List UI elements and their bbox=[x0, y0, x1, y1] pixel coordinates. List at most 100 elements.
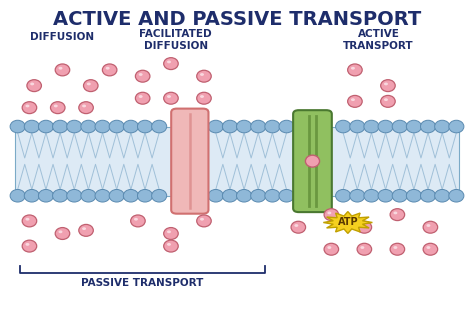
Ellipse shape bbox=[381, 95, 395, 107]
Ellipse shape bbox=[384, 98, 388, 101]
Ellipse shape bbox=[87, 82, 91, 85]
Ellipse shape bbox=[197, 92, 211, 104]
Ellipse shape bbox=[131, 215, 145, 227]
Ellipse shape bbox=[406, 120, 421, 133]
Ellipse shape bbox=[24, 190, 39, 202]
Text: ACTIVE AND PASSIVE TRANSPORT: ACTIVE AND PASSIVE TRANSPORT bbox=[53, 10, 421, 29]
Ellipse shape bbox=[420, 190, 436, 202]
Ellipse shape bbox=[291, 221, 306, 233]
Ellipse shape bbox=[167, 95, 171, 98]
Ellipse shape bbox=[251, 120, 266, 133]
Ellipse shape bbox=[435, 190, 450, 202]
Ellipse shape bbox=[38, 120, 54, 133]
Ellipse shape bbox=[279, 120, 294, 133]
Ellipse shape bbox=[360, 246, 365, 249]
Ellipse shape bbox=[200, 218, 204, 221]
Ellipse shape bbox=[24, 120, 39, 133]
Ellipse shape bbox=[164, 92, 178, 104]
Ellipse shape bbox=[237, 120, 252, 133]
Ellipse shape bbox=[360, 224, 365, 227]
Ellipse shape bbox=[381, 80, 395, 92]
Ellipse shape bbox=[83, 80, 98, 92]
Text: DIFFUSION: DIFFUSION bbox=[30, 32, 94, 42]
Text: PASSIVE TRANSPORT: PASSIVE TRANSPORT bbox=[82, 277, 204, 288]
Ellipse shape bbox=[324, 243, 338, 255]
Ellipse shape bbox=[136, 92, 150, 104]
Ellipse shape bbox=[378, 120, 393, 133]
Ellipse shape bbox=[109, 120, 124, 133]
Ellipse shape bbox=[200, 95, 204, 98]
Ellipse shape bbox=[134, 218, 138, 221]
Ellipse shape bbox=[10, 190, 25, 202]
Ellipse shape bbox=[328, 246, 331, 249]
Ellipse shape bbox=[58, 67, 63, 70]
Ellipse shape bbox=[123, 190, 138, 202]
Ellipse shape bbox=[351, 98, 355, 101]
Ellipse shape bbox=[82, 105, 86, 107]
Ellipse shape bbox=[79, 102, 93, 114]
Ellipse shape bbox=[357, 243, 372, 255]
Ellipse shape bbox=[51, 102, 65, 114]
Ellipse shape bbox=[55, 64, 70, 76]
Ellipse shape bbox=[427, 224, 430, 227]
Ellipse shape bbox=[208, 120, 223, 133]
Text: FACILITATED
DIFFUSION: FACILITATED DIFFUSION bbox=[139, 29, 212, 51]
Ellipse shape bbox=[58, 230, 63, 233]
Ellipse shape bbox=[167, 243, 171, 246]
Ellipse shape bbox=[392, 190, 407, 202]
Ellipse shape bbox=[197, 70, 211, 82]
Ellipse shape bbox=[393, 246, 397, 249]
Ellipse shape bbox=[449, 190, 464, 202]
Ellipse shape bbox=[123, 120, 138, 133]
Ellipse shape bbox=[106, 67, 109, 70]
Ellipse shape bbox=[197, 215, 211, 227]
Polygon shape bbox=[323, 212, 373, 234]
Ellipse shape bbox=[265, 190, 280, 202]
FancyBboxPatch shape bbox=[293, 110, 332, 212]
Ellipse shape bbox=[30, 82, 34, 85]
Ellipse shape bbox=[164, 58, 178, 70]
Ellipse shape bbox=[22, 102, 36, 114]
Ellipse shape bbox=[208, 190, 223, 202]
Ellipse shape bbox=[423, 221, 438, 233]
Ellipse shape bbox=[53, 190, 68, 202]
Ellipse shape bbox=[279, 190, 294, 202]
Ellipse shape bbox=[95, 190, 110, 202]
Ellipse shape bbox=[164, 240, 178, 252]
Ellipse shape bbox=[294, 224, 298, 227]
Ellipse shape bbox=[152, 120, 167, 133]
Ellipse shape bbox=[390, 243, 405, 255]
Ellipse shape bbox=[406, 190, 421, 202]
Ellipse shape bbox=[427, 246, 430, 249]
FancyBboxPatch shape bbox=[171, 109, 209, 214]
Ellipse shape bbox=[423, 243, 438, 255]
Ellipse shape bbox=[390, 209, 405, 221]
Ellipse shape bbox=[347, 95, 362, 107]
Text: ATP: ATP bbox=[337, 217, 358, 228]
Ellipse shape bbox=[420, 120, 436, 133]
Ellipse shape bbox=[164, 228, 178, 240]
Ellipse shape bbox=[364, 190, 379, 202]
Ellipse shape bbox=[364, 120, 379, 133]
Ellipse shape bbox=[393, 211, 397, 214]
Ellipse shape bbox=[152, 190, 167, 202]
Ellipse shape bbox=[350, 120, 365, 133]
Ellipse shape bbox=[81, 190, 96, 202]
Ellipse shape bbox=[79, 224, 93, 236]
Ellipse shape bbox=[22, 215, 36, 227]
Ellipse shape bbox=[251, 190, 266, 202]
Ellipse shape bbox=[167, 230, 171, 233]
Ellipse shape bbox=[109, 190, 124, 202]
Ellipse shape bbox=[357, 221, 372, 233]
Ellipse shape bbox=[237, 190, 252, 202]
Ellipse shape bbox=[137, 190, 153, 202]
Ellipse shape bbox=[305, 155, 319, 167]
Ellipse shape bbox=[392, 120, 407, 133]
Ellipse shape bbox=[67, 120, 82, 133]
Ellipse shape bbox=[27, 80, 41, 92]
Ellipse shape bbox=[350, 190, 365, 202]
Ellipse shape bbox=[102, 64, 117, 76]
Ellipse shape bbox=[26, 105, 29, 107]
Ellipse shape bbox=[347, 64, 362, 76]
Ellipse shape bbox=[167, 60, 171, 63]
